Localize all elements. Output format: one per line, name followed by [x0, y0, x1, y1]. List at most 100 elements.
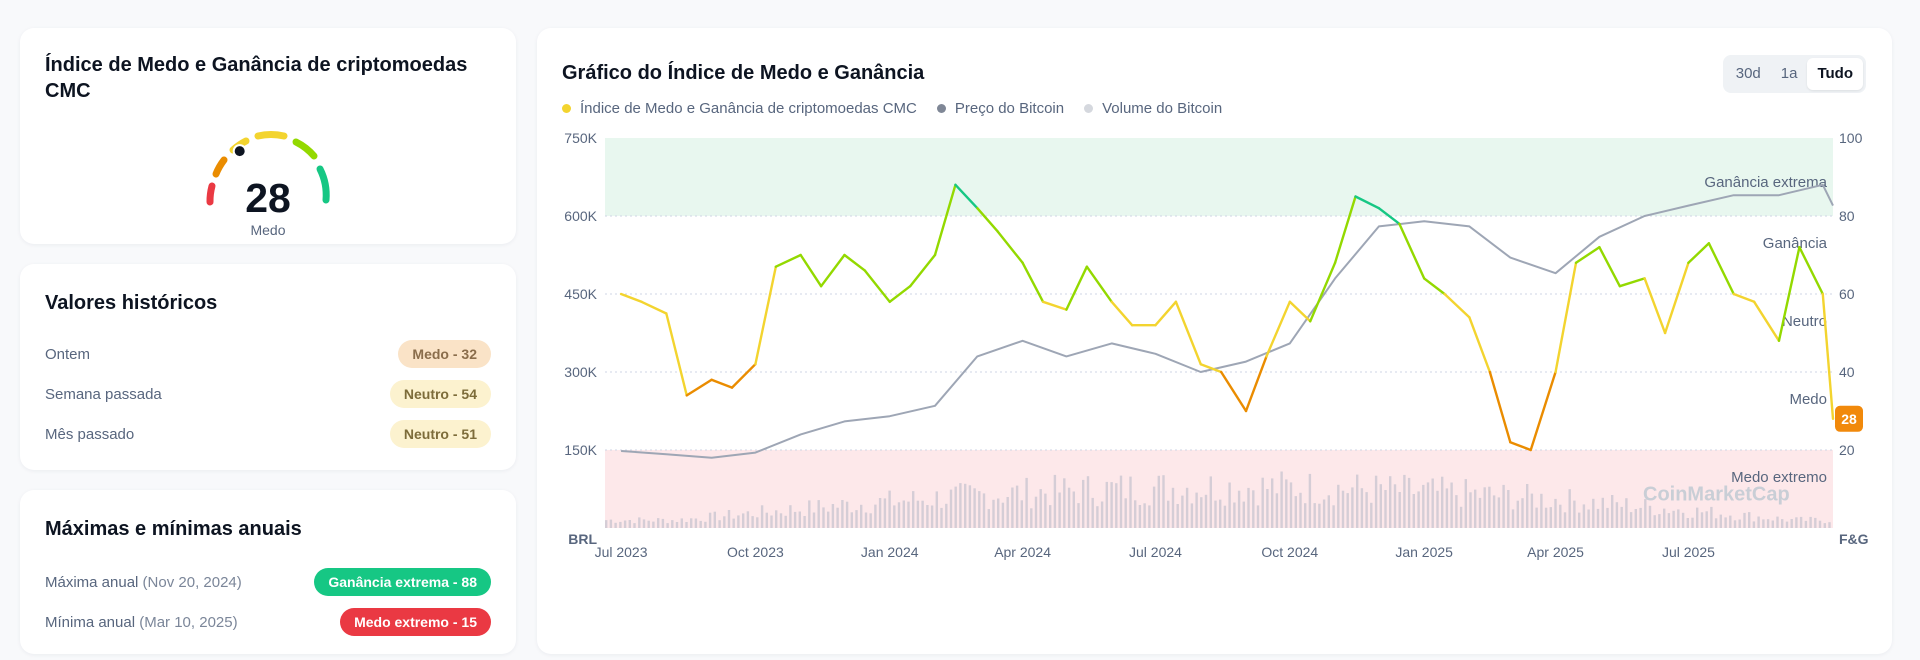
volume-bar [1677, 509, 1680, 528]
volume-bar [779, 513, 783, 528]
volume-bar [1653, 515, 1656, 528]
volume-bar [817, 500, 820, 528]
volume-bar [1195, 492, 1198, 528]
yearly-row: Máxima anual (Nov 20, 2024) Ganância extr… [45, 568, 491, 596]
volume-bar [1488, 486, 1491, 528]
volume-bar [751, 516, 754, 528]
volume-bar [1714, 518, 1718, 528]
history-row: Mês passado Neutro - 51 [45, 420, 491, 448]
right-axis-tick: 60 [1839, 286, 1855, 302]
current-value-label: 28 [1841, 411, 1857, 427]
volume-bar [1469, 492, 1472, 528]
fear-greed-line-segment [640, 300, 668, 315]
history-row: Ontem Medo - 32 [45, 340, 491, 368]
volume-bar [1063, 478, 1066, 528]
x-axis-tick: Jan 2025 [1395, 544, 1453, 560]
volume-bar [1403, 474, 1406, 528]
volume-bar [685, 522, 688, 528]
volume-bar [803, 516, 806, 528]
fear-greed-line-segment [1618, 277, 1646, 288]
volume-bar [1001, 502, 1005, 528]
range-button-30d[interactable]: 30d [1735, 65, 1761, 82]
volume-bar [628, 520, 631, 528]
history-row-label: Semana passada [45, 385, 162, 403]
fear-greed-line-segment [1065, 265, 1089, 311]
zone-label: Neutro [1782, 313, 1827, 330]
volume-bar [1176, 504, 1179, 528]
volume-bar [1785, 521, 1789, 528]
volume-bar [1143, 503, 1146, 528]
volume-bar [827, 511, 830, 528]
volume-bar [1356, 474, 1359, 528]
left-axis-tick: 600K [564, 208, 597, 224]
fear-greed-index-card: Índice de Medo e Ganância de criptomoeda… [20, 28, 516, 244]
volume-bar [1445, 488, 1449, 528]
volume-bar [1034, 496, 1038, 528]
volume-bar [1412, 494, 1415, 528]
fear-greed-line-segment [774, 253, 802, 268]
volume-bar [1507, 490, 1510, 528]
volume-bar [1214, 500, 1217, 528]
volume-bar [652, 521, 655, 528]
volume-bar [1271, 478, 1274, 528]
volume-bar [1738, 519, 1741, 528]
volume-bar [1252, 490, 1255, 528]
volume-bar [1072, 491, 1075, 528]
range-button-tudo[interactable]: Tudo [1807, 58, 1863, 90]
right-axis-tick: 100 [1839, 130, 1863, 146]
volume-bar [1417, 491, 1420, 528]
volume-bar [1743, 512, 1746, 528]
fear-greed-line-segment [1377, 206, 1401, 226]
volume-bar [935, 491, 938, 528]
volume-bar [1162, 475, 1165, 528]
x-axis-tick: Apr 2025 [1527, 544, 1584, 560]
volume-bar [708, 512, 712, 528]
index-label: Medo [250, 222, 286, 238]
volume-bar [1167, 500, 1170, 528]
fear-greed-line-segment [1574, 245, 1601, 265]
fear-greed-line-segment [619, 292, 643, 303]
gauge-arc-icon [206, 131, 330, 206]
volume-bar [1200, 497, 1203, 528]
volume-bar [1148, 505, 1151, 528]
volume-bar [1521, 498, 1524, 528]
volume-bar [1374, 475, 1378, 528]
fear-greed-line-segment [1265, 300, 1292, 358]
volume-bar [1337, 484, 1340, 528]
volume-bar [1044, 493, 1047, 528]
x-axis-tick: Oct 2023 [727, 544, 784, 560]
volume-bar [1781, 519, 1784, 528]
volume-bar [1667, 513, 1671, 528]
volume-bar [1658, 514, 1661, 528]
volume-bar [1332, 505, 1335, 528]
fear-greed-chart[interactable]: 100 80 60 40 20 750K 600K 450K 300K 150K BRL F&G Jul… [537, 28, 1892, 654]
volume-bar [1426, 482, 1430, 528]
yearly-row-label: Máxima anual (Nov 20, 2024) [45, 573, 242, 591]
volume-bar [1304, 503, 1307, 528]
volume-bar [1804, 520, 1808, 528]
fear-greed-line-segment [1663, 261, 1690, 335]
volume-bar [1766, 519, 1770, 528]
history-row-label: Ontem [45, 345, 91, 363]
fear-greed-line-segment [1529, 370, 1557, 452]
fear-greed-line-segment [1468, 316, 1492, 374]
volume-bar [789, 505, 792, 528]
chart-legend: Índice de Medo e Ganância de criptomoeda… [562, 100, 1222, 117]
legend-item: Volume do Bitcoin [1084, 100, 1222, 117]
volume-bar [949, 489, 953, 528]
volume-bar [940, 507, 943, 528]
volume-bar [1322, 499, 1326, 528]
x-axis-tick: Jul 2025 [1662, 544, 1715, 560]
volume-bar [605, 520, 608, 528]
legend-label: Volume do Bitcoin [1102, 100, 1223, 117]
volume-bar [1129, 476, 1132, 528]
x-axis-tick: Apr 2024 [994, 544, 1051, 560]
fear-greed-line-segment [1752, 300, 1781, 342]
fear-greed-line-segment [1021, 261, 1045, 303]
volume-bar [916, 500, 920, 528]
range-button-1a[interactable]: 1a [1780, 65, 1798, 82]
volume-bar [1436, 490, 1439, 528]
index-card-title: Índice de Medo e Ganância de criptomoeda… [45, 54, 468, 102]
volume-bar [1266, 489, 1269, 528]
volume-bar [836, 507, 839, 528]
